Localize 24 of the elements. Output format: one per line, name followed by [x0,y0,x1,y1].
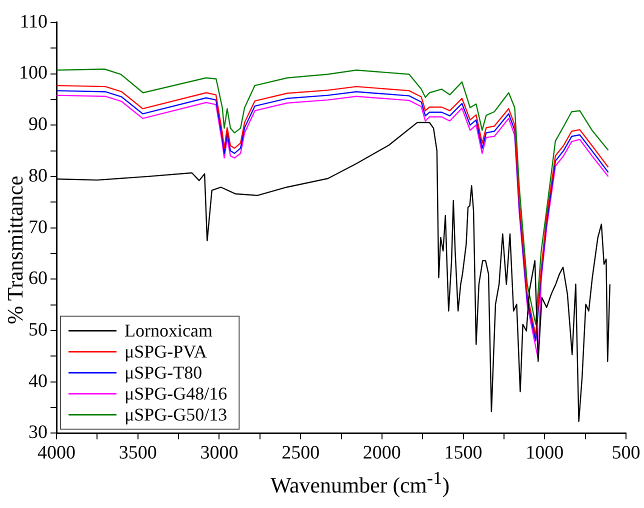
x-tick-label: 3000 [200,442,238,464]
x-tick-label: 4000 [38,442,76,464]
y-tick-label: 60 [28,268,48,290]
x-tick-label: 2500 [282,442,320,464]
y-tick-label: 30 [28,422,48,444]
y-tick-label: 80 [28,165,48,186]
x-axis-title: Wavenumber (cm$^{-1}$) [269,468,451,498]
legend-label: μSPG-PVA [124,341,207,362]
y-tick-label: 50 [28,319,48,340]
y-tick-label: 70 [28,216,48,238]
y-tick-label: 100 [19,62,48,84]
x-tick-label: 500 [612,442,640,464]
legend-label: μSPG-T80 [124,362,202,382]
x-tick-label: 2000 [362,442,401,464]
x-tick-label: 1500 [444,442,482,464]
y-tick-label: 40 [28,370,48,392]
y-tick-label: 90 [28,114,48,136]
legend-label: μSPG-G48/16 [124,383,228,404]
y-tick-label: 110 [20,11,48,32]
x-tick-label: 3500 [118,442,157,464]
x-tick-label: 1000 [526,442,564,464]
legend-label: μSPG-G50/13 [124,404,228,424]
y-axis-title: % Transmittance [2,176,28,324]
legend-label: Lornoxicam [124,320,212,340]
